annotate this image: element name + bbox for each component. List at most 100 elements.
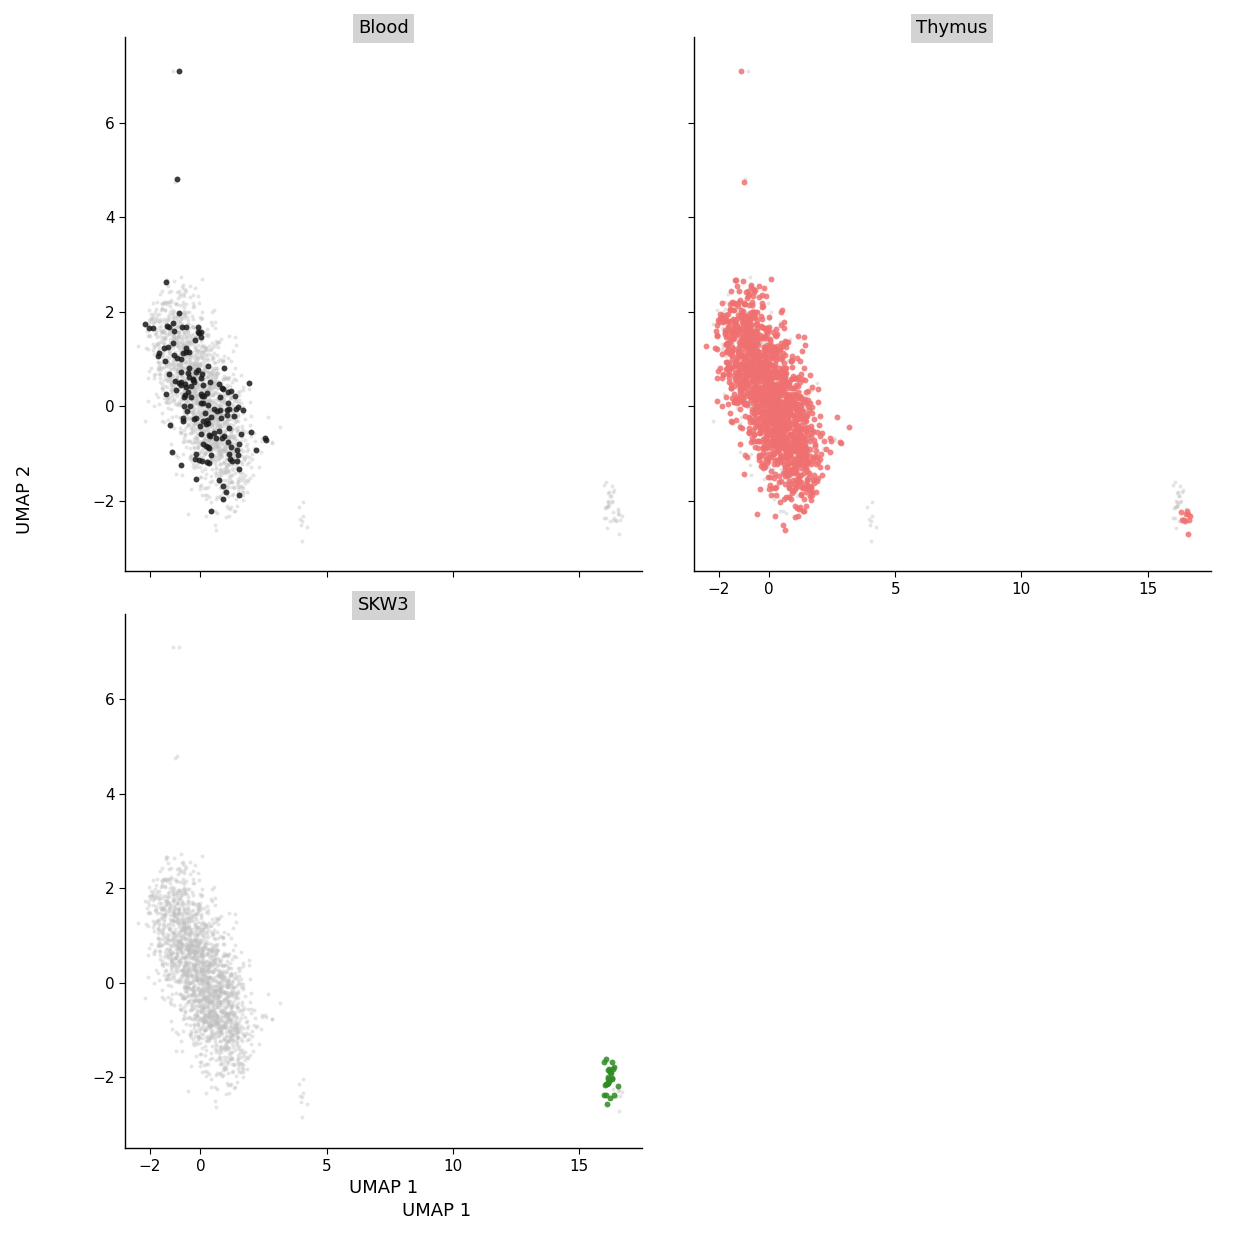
Point [190, 379, 210, 399]
Point [207, 429, 227, 449]
Point [743, 339, 763, 359]
Point [800, 432, 820, 452]
Point [205, 988, 225, 1008]
Point [160, 363, 180, 383]
Point [211, 404, 231, 424]
Point [247, 439, 267, 459]
Point [781, 357, 801, 377]
Point [196, 359, 216, 379]
Point [720, 344, 740, 364]
Point [186, 359, 206, 379]
Point [775, 441, 795, 461]
Point [160, 970, 180, 990]
Point [205, 433, 225, 453]
Point [784, 394, 804, 414]
Point [191, 422, 211, 442]
Point [175, 963, 195, 983]
Point [203, 986, 223, 1006]
Point [218, 428, 238, 448]
Point [155, 900, 175, 920]
Point [745, 359, 765, 379]
Point [186, 925, 206, 945]
Point [188, 1011, 208, 1031]
Point [718, 311, 738, 331]
Point [185, 922, 205, 942]
Point [213, 1017, 233, 1037]
Point [150, 971, 170, 991]
Point [780, 434, 800, 454]
Point [782, 461, 802, 480]
Point [182, 383, 202, 403]
Point [775, 473, 795, 493]
Point [223, 978, 243, 998]
Point [223, 1020, 243, 1040]
Point [201, 992, 221, 1012]
Point [222, 418, 242, 438]
Point [724, 384, 744, 404]
Point [171, 937, 191, 957]
Point [202, 991, 222, 1011]
Point [175, 324, 195, 344]
Point [216, 459, 236, 479]
Point [751, 317, 771, 337]
Point [171, 356, 191, 376]
Point [190, 467, 210, 487]
Point [779, 409, 799, 429]
Point [794, 412, 814, 432]
Point [187, 925, 207, 945]
Point [200, 987, 220, 1007]
Point [242, 444, 262, 464]
Point [202, 952, 222, 972]
Point [709, 326, 729, 346]
Point [779, 396, 799, 416]
Point [208, 441, 228, 461]
Point [761, 407, 781, 427]
Point [766, 392, 786, 412]
Point [183, 942, 203, 962]
Point [170, 932, 190, 952]
Point [202, 1036, 222, 1056]
Point [796, 442, 816, 462]
Point [796, 444, 816, 464]
Point [220, 418, 240, 438]
Point [203, 404, 223, 424]
Point [210, 1031, 230, 1051]
Point [723, 388, 743, 408]
Point [773, 384, 792, 404]
Point [157, 310, 177, 329]
Point [166, 170, 186, 190]
Point [207, 955, 227, 975]
Point [196, 451, 216, 470]
Point [765, 442, 785, 462]
Point [210, 414, 230, 434]
Point [185, 381, 205, 401]
Point [225, 358, 245, 378]
Point [183, 983, 203, 1003]
Point [221, 982, 241, 1002]
Point [789, 444, 809, 464]
Point [775, 358, 795, 378]
Point [731, 407, 751, 427]
Point [729, 353, 749, 373]
Point [206, 970, 226, 990]
Point [744, 379, 764, 399]
Point [764, 406, 784, 426]
Point [751, 389, 771, 409]
Point [187, 438, 207, 458]
Point [753, 296, 773, 316]
Point [201, 424, 221, 444]
Point [232, 463, 252, 483]
Point [734, 464, 754, 484]
Point [748, 311, 768, 331]
Point [226, 976, 246, 996]
Point [786, 394, 806, 414]
Point [227, 495, 247, 515]
Point [235, 431, 255, 451]
Point [155, 927, 175, 947]
Point [155, 293, 175, 313]
Point [225, 438, 245, 458]
Point [774, 403, 794, 423]
Point [171, 895, 191, 915]
Point [761, 362, 781, 382]
Point [198, 1015, 218, 1035]
